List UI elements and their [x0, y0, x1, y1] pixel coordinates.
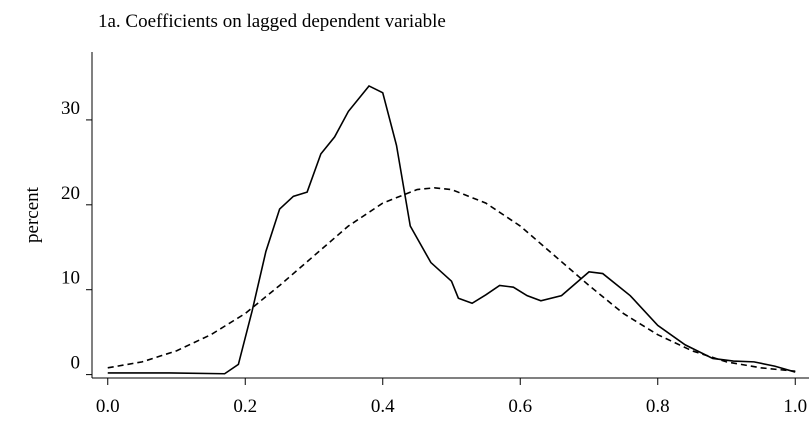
series-line: [107, 84, 796, 375]
x-tick-label: 1.0: [783, 396, 807, 417]
y-axis-label: percent: [22, 186, 43, 243]
y-tick-label: 0: [71, 353, 81, 374]
x-tick-label: 0.0: [96, 396, 120, 417]
y-tick-label: 20: [61, 183, 80, 204]
x-tick-label: 0.4: [371, 396, 395, 417]
x-tick-label: 0.2: [233, 396, 257, 417]
y-tick-label: 30: [61, 98, 80, 119]
series-line: [107, 187, 796, 373]
x-tick-label: 0.8: [646, 396, 670, 417]
x-tick-label: 0.6: [508, 396, 532, 417]
y-tick-label: 10: [61, 268, 80, 289]
chart-title: 1a. Coefficients on lagged dependent var…: [98, 11, 446, 32]
